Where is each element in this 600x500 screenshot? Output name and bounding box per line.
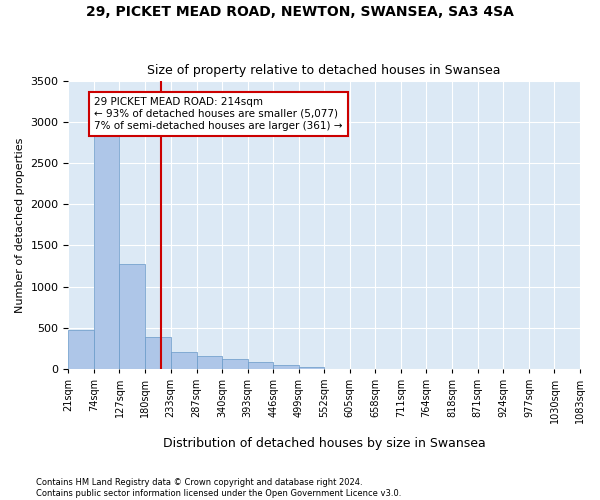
X-axis label: Distribution of detached houses by size in Swansea: Distribution of detached houses by size … xyxy=(163,437,485,450)
Bar xyxy=(248,362,273,369)
Text: 29, PICKET MEAD ROAD, NEWTON, SWANSEA, SA3 4SA: 29, PICKET MEAD ROAD, NEWTON, SWANSEA, S… xyxy=(86,5,514,19)
Bar xyxy=(119,264,145,369)
Bar xyxy=(222,358,248,369)
Bar xyxy=(68,330,94,369)
Text: 29 PICKET MEAD ROAD: 214sqm
← 93% of detached houses are smaller (5,077)
7% of s: 29 PICKET MEAD ROAD: 214sqm ← 93% of det… xyxy=(94,98,343,130)
Text: Contains HM Land Registry data © Crown copyright and database right 2024.
Contai: Contains HM Land Registry data © Crown c… xyxy=(36,478,401,498)
Title: Size of property relative to detached houses in Swansea: Size of property relative to detached ho… xyxy=(148,64,501,77)
Bar xyxy=(299,367,324,369)
Bar xyxy=(170,352,197,369)
Bar xyxy=(197,356,222,369)
Y-axis label: Number of detached properties: Number of detached properties xyxy=(15,137,25,312)
Bar xyxy=(145,337,170,369)
Bar xyxy=(94,126,119,369)
Bar xyxy=(273,364,299,369)
